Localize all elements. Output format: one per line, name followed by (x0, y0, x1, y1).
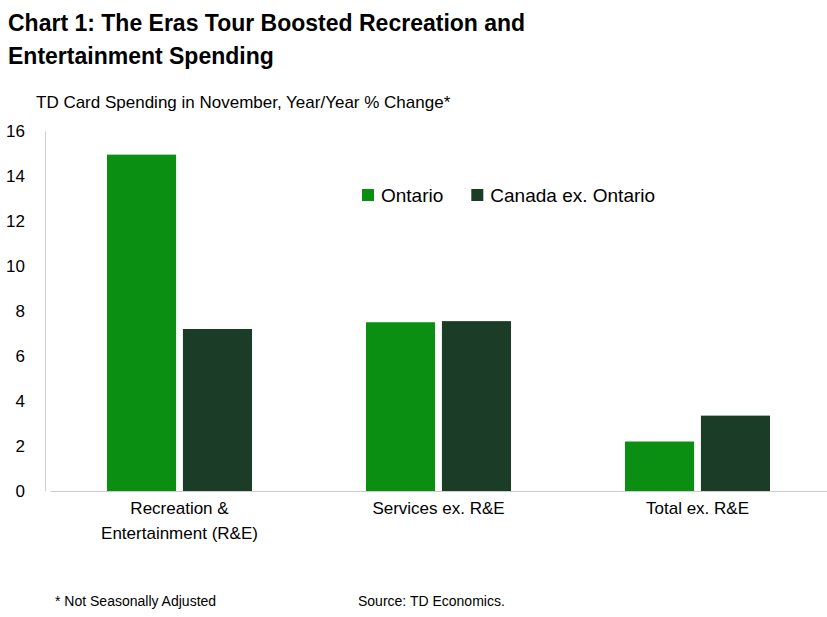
y-tick-label: 12 (6, 212, 25, 231)
y-tick-label: 4 (16, 392, 25, 411)
legend-label: Canada ex. Ontario (490, 185, 655, 206)
legend: Ontario Canada ex. Ontario (362, 185, 655, 206)
y-tick: 4 (16, 392, 45, 411)
y-axis-line (45, 132, 46, 492)
chart: Chart 1: The Eras Tour Boosted Recreatio… (0, 0, 827, 617)
y-tick: 12 (6, 212, 45, 231)
bar (442, 321, 511, 491)
y-tick-label: 16 (6, 122, 25, 141)
x-tick-label: Services ex. R&E (372, 499, 504, 518)
x-tick: Services ex. R&E (372, 491, 504, 518)
y-axis: 0 2 4 6 8 10 12 14 16 (6, 122, 45, 501)
bars (107, 155, 770, 491)
x-tick-label: Recreation &Entertainment (R&E) (101, 499, 258, 543)
y-tick-label: 2 (16, 437, 25, 456)
y-tick-label: 14 (6, 167, 25, 186)
bar (107, 155, 176, 491)
y-tick: 8 (16, 302, 45, 321)
y-tick: 14 (6, 167, 45, 186)
bar (366, 322, 435, 491)
legend-swatch (362, 189, 374, 201)
y-tick-label: 0 (16, 482, 25, 501)
y-tick: 2 (16, 437, 45, 456)
y-tick: 16 (6, 122, 45, 141)
x-tick: Total ex. R&E (646, 491, 749, 518)
y-tick: 6 (16, 347, 45, 366)
x-axis-line (51, 491, 827, 492)
y-tick-label: 10 (6, 257, 25, 276)
bar (625, 442, 694, 492)
y-tick: 0 (16, 482, 45, 501)
subtitle: TD Card Spending in November, Year/Year … (36, 93, 451, 112)
y-tick-label: 6 (16, 347, 25, 366)
y-tick: 10 (6, 257, 45, 276)
bar (701, 416, 770, 491)
x-axis: Recreation &Entertainment (R&E) Services … (51, 491, 827, 543)
x-tick-label: Total ex. R&E (646, 499, 749, 518)
legend-swatch (471, 189, 483, 201)
bar (183, 329, 252, 491)
x-tick: Recreation &Entertainment (R&E) (101, 491, 258, 543)
legend-label: Ontario (381, 185, 443, 206)
footnote: * Not Seasonally Adjusted (55, 593, 216, 609)
title: Chart 1: The Eras Tour Boosted Recreatio… (8, 10, 525, 69)
source: Source: TD Economics. (358, 593, 505, 609)
y-tick-label: 8 (16, 302, 25, 321)
